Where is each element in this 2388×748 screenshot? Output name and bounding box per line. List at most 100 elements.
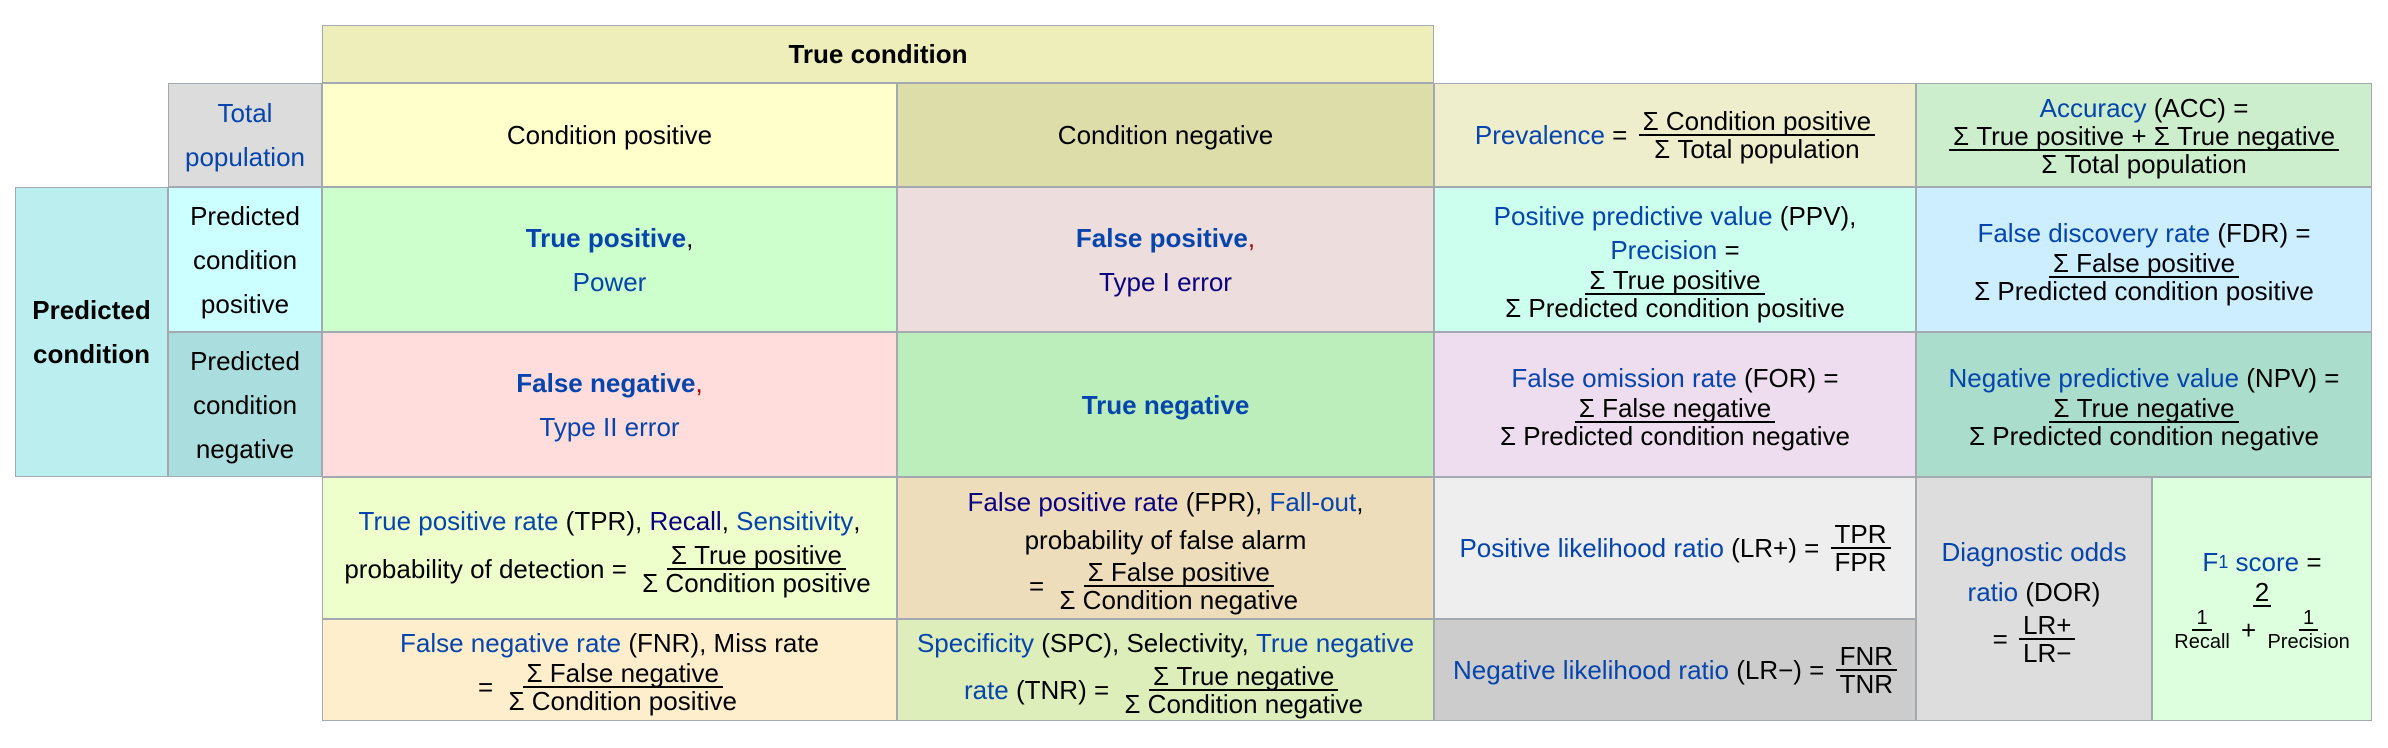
numerator: Σ False negative	[1574, 395, 1776, 423]
tpr-link[interactable]: True positive rate	[358, 506, 559, 536]
condition-positive-label: Condition positive	[506, 120, 713, 150]
true-condition-header: True condition	[322, 25, 1434, 83]
precision-link[interactable]: Precision	[1610, 234, 1718, 265]
fnr-abbr: (FNR), Miss rate	[621, 628, 820, 658]
equals: =	[604, 554, 635, 584]
equals: =	[1028, 571, 1052, 601]
f1-link[interactable]: F	[2202, 547, 2219, 577]
equals: =	[1604, 120, 1635, 150]
fnr-link[interactable]: False negative rate	[399, 628, 622, 658]
npv-abbr: (NPV) =	[2239, 362, 2340, 393]
npv-link[interactable]: Negative predictive value	[1948, 362, 2240, 393]
prevalence-link[interactable]: Prevalence	[1474, 120, 1605, 150]
prevalence-cell: Prevalence = Σ Condition positive Σ Tota…	[1434, 83, 1916, 187]
ppv-link[interactable]: Positive predictive value	[1493, 200, 1773, 231]
false-positive-link[interactable]: False positive	[1075, 222, 1248, 253]
dor-fraction: LR+ LR−	[2019, 612, 2076, 666]
condition-negative-label: Condition negative	[1057, 120, 1274, 150]
predicted-negative-label: Predicted condition negative	[190, 345, 300, 464]
numerator: Σ True negative	[2049, 395, 2239, 423]
predicted-negative-header: Predicted condition negative	[168, 332, 322, 477]
true-positive-cell: True positive, Power	[322, 187, 897, 332]
denominator: Σ Total population	[1654, 134, 1860, 164]
tnr-link[interactable]: True negative	[1256, 628, 1415, 658]
precision-reciprocal: 1 Precision	[2263, 607, 2353, 653]
denominator: Σ Predicted condition negative	[1969, 420, 2319, 451]
lr-negative-fraction: FNR TNR	[1835, 643, 1898, 697]
type-i-error-link[interactable]: Type I error	[1099, 266, 1232, 297]
numerator: 2	[2252, 577, 2272, 607]
numerator: Σ False positive	[1083, 559, 1274, 587]
numerator: Σ True positive	[1585, 267, 1765, 295]
true-positive-link[interactable]: True positive	[525, 222, 687, 253]
equals: =	[1717, 234, 1740, 265]
lr-negative-link[interactable]: Negative likelihood ratio	[1452, 655, 1729, 685]
accuracy-abbr: (ACC) =	[2146, 93, 2249, 123]
probability-of-false-alarm: probability of false alarm	[1024, 525, 1307, 555]
tpr-abbr: (TPR),	[558, 506, 650, 536]
fdr-link[interactable]: False discovery rate	[1977, 217, 2211, 248]
true-negative-cell: True negative	[897, 332, 1434, 477]
fpr-abbr: (FPR),	[1178, 487, 1270, 517]
f1-score-link[interactable]: score	[2228, 547, 2300, 577]
f1-subscript: 1	[2218, 552, 2229, 572]
fpr-link[interactable]: False positive rate	[967, 487, 1179, 517]
spc-cell: Specificity (SPC), Selectivity, True neg…	[897, 619, 1434, 721]
condition-positive-header: Condition positive	[322, 83, 897, 187]
denominator: Σ Condition positive	[508, 686, 737, 716]
lr-negative-cell: Negative likelihood ratio (LR−) = FNR TN…	[1434, 619, 1916, 721]
sensitivity-link[interactable]: Sensitivity	[736, 506, 854, 536]
denominator: Σ Total population	[2041, 149, 2247, 179]
ppv-abbr: (PPV),	[1772, 200, 1857, 231]
comma: ,	[686, 222, 694, 253]
false-positive-cell: False positive, Type I error	[897, 187, 1434, 332]
spc-fraction: Σ True negative Σ Condition negative	[1120, 663, 1367, 717]
predicted-positive-header: Predicted condition positive	[168, 187, 322, 332]
numerator: Σ False positive	[2048, 250, 2240, 278]
for-abbr: (FOR) =	[1736, 362, 1839, 393]
accuracy-link[interactable]: Accuracy	[2039, 93, 2147, 123]
denominator: Σ Condition negative	[1124, 689, 1364, 719]
total-population-cell[interactable]: Total population	[168, 83, 322, 187]
lr-positive-link[interactable]: Positive likelihood ratio	[1459, 533, 1724, 563]
power-link[interactable]: Power	[572, 266, 647, 297]
denominator: Σ Predicted condition positive	[1505, 292, 1845, 323]
dor-cell: Diagnostic odds ratio (DOR) = LR+ LR−	[1916, 477, 2152, 721]
numerator: 1	[2299, 607, 2319, 631]
true-negative-link[interactable]: True negative	[1081, 389, 1250, 420]
predicted-condition-header: Predicted condition	[15, 187, 168, 477]
fpr-fraction: Σ False positive Σ Condition negative	[1055, 559, 1302, 613]
rate-link[interactable]: rate	[963, 675, 1009, 705]
fnr-cell: False negative rate (FNR), Miss rate = Σ…	[322, 619, 897, 721]
numerator: Σ False negative	[522, 660, 723, 688]
false-negative-link[interactable]: False negative	[516, 367, 696, 398]
specificity-link[interactable]: Specificity	[916, 628, 1034, 658]
fall-out-link[interactable]: Fall-out	[1269, 487, 1357, 517]
numerator: Σ True positive + Σ True negative	[1948, 123, 2340, 151]
for-link[interactable]: False omission rate	[1511, 362, 1737, 393]
recall-link[interactable]: Recall	[649, 506, 722, 536]
predicted-positive-label: Predicted condition positive	[190, 200, 300, 319]
recall-reciprocal: 1 Recall	[2170, 607, 2234, 653]
accuracy-cell: Accuracy (ACC) = Σ True positive + Σ Tru…	[1916, 83, 2372, 187]
type-ii-error-link[interactable]: Type II error	[539, 411, 680, 442]
equals: =	[478, 672, 501, 702]
dor-link[interactable]: Diagnostic odds	[1941, 537, 2127, 567]
for-fraction: Σ False negative Σ Predicted condition n…	[1496, 395, 1854, 449]
tpr-fraction: Σ True positive Σ Condition positive	[638, 542, 875, 596]
numerator: Σ Condition positive	[1638, 108, 1876, 136]
npv-fraction: Σ True negative Σ Predicted condition ne…	[1965, 395, 2323, 449]
dor-link-2[interactable]: ratio	[1967, 577, 2019, 607]
equals: =	[2299, 547, 2322, 577]
comma: ,	[1356, 487, 1364, 517]
fpr-cell: False positive rate (FPR), Fall-out, pro…	[897, 477, 1434, 619]
denominator: Σ Predicted condition negative	[1500, 420, 1850, 451]
true-condition-label: True condition	[788, 39, 968, 69]
dor-abbr: (DOR)	[2018, 577, 2101, 607]
numerator: Σ True negative	[1149, 663, 1339, 691]
fdr-cell: False discovery rate (FDR) = Σ False pos…	[1916, 187, 2372, 332]
lr-positive-abbr: (LR+) =	[1723, 533, 1827, 563]
plus: +	[2233, 615, 2264, 645]
total-population-label[interactable]: Total population	[185, 98, 305, 172]
